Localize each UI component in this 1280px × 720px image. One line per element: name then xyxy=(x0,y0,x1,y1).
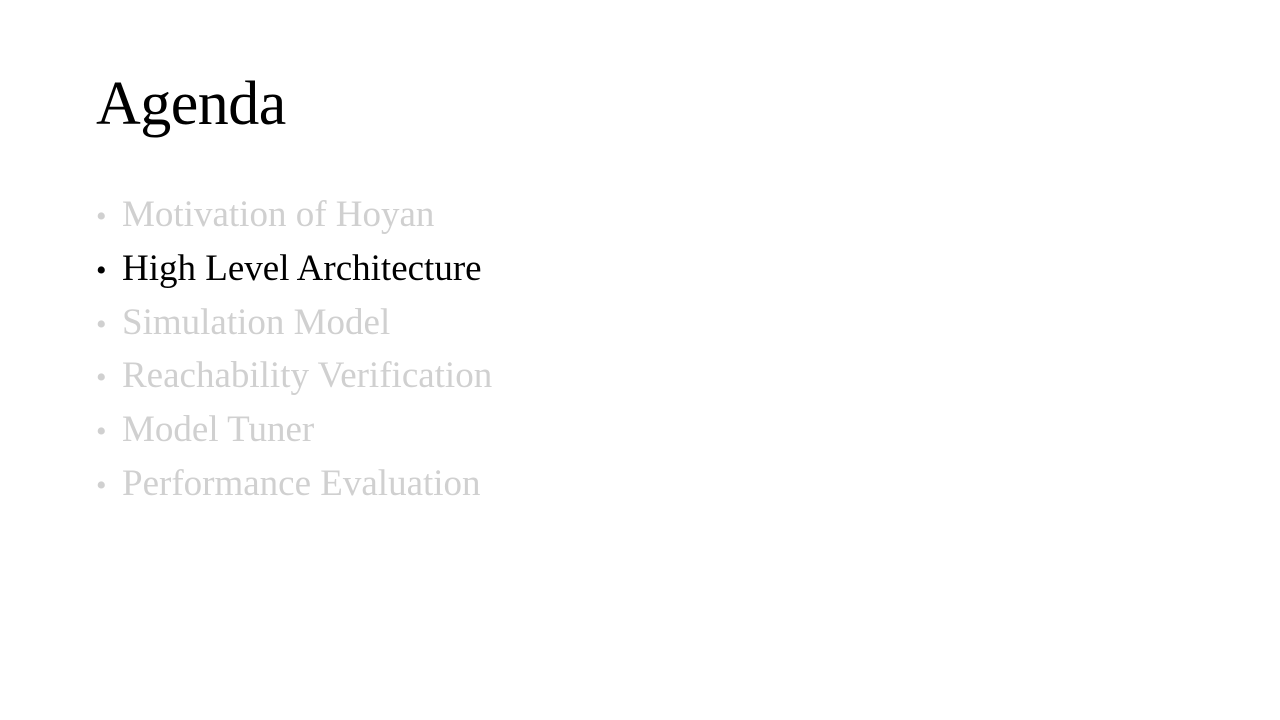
agenda-item-label: Model Tuner xyxy=(122,409,315,451)
agenda-item-performance: • Performance Evaluation xyxy=(96,459,492,513)
bullet-icon: • xyxy=(96,468,107,502)
agenda-item-label: Performance Evaluation xyxy=(122,462,481,504)
agenda-item-label: High Level Architecture xyxy=(122,247,482,289)
agenda-item-architecture: • High Level Architecture xyxy=(96,244,492,298)
slide-title: Agenda xyxy=(96,70,286,138)
bullet-icon: • xyxy=(96,200,107,233)
agenda-item-reachability: • Reachability Verification xyxy=(96,351,492,405)
agenda-item-label: Reachability Verification xyxy=(122,355,493,397)
agenda-item-simulation: • Simulation Model xyxy=(96,298,492,352)
bullet-icon: • xyxy=(96,307,107,341)
bullet-icon: • xyxy=(96,415,107,449)
bullet-icon: • xyxy=(96,361,107,395)
agenda-list: • Motivation of Hoyan • High Level Archi… xyxy=(96,190,492,513)
agenda-item-motivation: • Motivation of Hoyan xyxy=(96,190,492,244)
agenda-item-model-tuner: • Model Tuner xyxy=(96,405,492,459)
agenda-item-label: Motivation of Hoyan xyxy=(122,194,435,235)
bullet-icon: • xyxy=(96,253,107,287)
agenda-item-label: Simulation Model xyxy=(122,301,391,343)
